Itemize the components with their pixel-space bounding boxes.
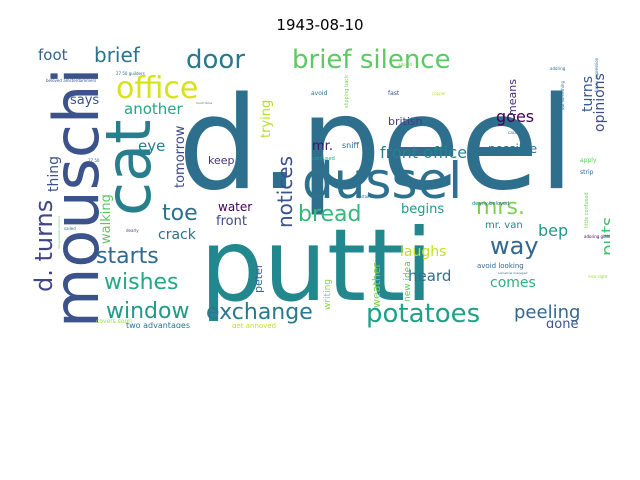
cloud-word: exchange [206,300,313,325]
cloud-word: british [388,115,423,128]
cloud-word: nice sight [588,274,608,279]
cloud-word: means [506,79,519,116]
cloud-word: trying [259,100,274,138]
cloud-word: foot [38,46,68,64]
cloud-word: little confused [584,192,590,228]
cloud-word: another [124,100,183,118]
cloud-word: dearly beloved [472,201,509,207]
cloud-word: copper [432,91,446,96]
cloud-word: mr. [312,139,333,154]
cloud-word: brief silence [292,45,451,75]
cloud-word: strip [580,169,594,176]
word-cloud: d.peel putti mouschi cat dussel brief silence… [30,38,610,328]
cloud-word: laughs [400,244,446,260]
cloud-word: adored [398,62,412,67]
cloud-word: way [490,232,539,260]
cloud-word: much time [196,101,212,105]
figure-title: 1943-08-10 [276,16,364,34]
cloud-word: adoring glances [584,234,610,239]
cloud-word: adoring [550,66,566,71]
cloud-word: walking [99,194,114,244]
cloud-word: door [186,45,245,75]
cloud-word: cat [92,120,165,216]
cloud-word: somehow managed [498,271,528,275]
cloud-word: slipping back [344,75,350,108]
cloud-word: 27.50 guilders [116,71,145,76]
cloud-word: mr. van [485,220,523,231]
cloud-word: brief [94,43,141,67]
cloud-word: 27.50 [88,158,100,163]
cloud-word: tomorrow [173,125,188,188]
cloud-word: peeling [514,302,580,323]
cloud-word: sniff [342,141,359,150]
cloud-word: front office [380,143,467,162]
cloud-word: two advantages [126,321,190,328]
cloud-word: turns [580,76,596,112]
cloud-word: cast [508,130,517,135]
cloud-word: potatoes [366,299,480,328]
cloud-word: eye [138,137,165,155]
cloud-word: confused [312,156,335,162]
cloud-word: fast [388,90,400,97]
cloud-word: avoid looking [477,262,524,270]
cloud-word: peter [252,263,265,293]
cloud-word: wishes [104,270,179,295]
cloud-word: possible [488,142,537,156]
cloud-word: water [218,200,252,214]
cloud-word: keep [208,154,235,167]
cloud-word: window [106,299,189,324]
cloud-word: dearly [126,228,139,233]
cloud-word: d. turns [30,200,58,292]
cloud-word: disagreeable moment [57,215,61,249]
cloud-word: thing [46,156,62,192]
cloud-word: get annoyed [232,322,276,328]
cloud-word: apply [580,157,597,164]
cloud-word: opinions [592,73,608,132]
cloud-word: funny expression [594,57,599,92]
cloud-word: dussel [302,152,462,210]
cloud-word: front [216,214,247,229]
cloud-word: bread [298,202,362,227]
cloud-word: toe [162,201,198,226]
cloud-word: starts [96,244,159,269]
cloud-word: out something [560,81,565,110]
cloud-word: covers soon [96,318,132,325]
cloud-word: office [116,71,198,106]
cloud-word: heard [408,267,451,285]
cloud-word: gone [546,317,578,328]
cloud-word: says [70,93,99,108]
cloud-word: comes [490,275,536,291]
cloud-word: sailed [64,226,76,231]
cloud-word: weather [370,262,383,308]
cloud-word: crack [158,227,197,243]
cloud-word: goes [496,107,534,126]
cloud-word: writing [323,279,333,310]
cloud-word: avoid [311,90,328,97]
cloud-word: bep [538,221,568,240]
cloud-word: begins [401,202,444,217]
cloud-word: mouschi [40,67,113,328]
cloud-word: upstairs [356,194,372,199]
cloud-word: puts [598,217,610,256]
cloud-word: notices [273,156,297,228]
cloud-word: putti [200,207,433,324]
cloud-word: beloved amsterdammers [46,78,96,83]
cloud-word: mrs. [476,195,525,220]
cloud-word: new idea [403,261,413,302]
cloud-word: d.peel [178,70,574,219]
